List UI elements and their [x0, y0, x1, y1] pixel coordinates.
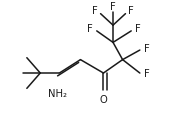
Text: F: F [135, 24, 141, 34]
Text: O: O [100, 95, 107, 105]
Text: F: F [110, 2, 116, 12]
Text: F: F [144, 44, 149, 54]
Text: F: F [144, 69, 149, 79]
Text: F: F [92, 6, 98, 16]
Text: F: F [87, 24, 93, 34]
Text: NH₂: NH₂ [48, 89, 67, 99]
Text: F: F [128, 6, 134, 16]
